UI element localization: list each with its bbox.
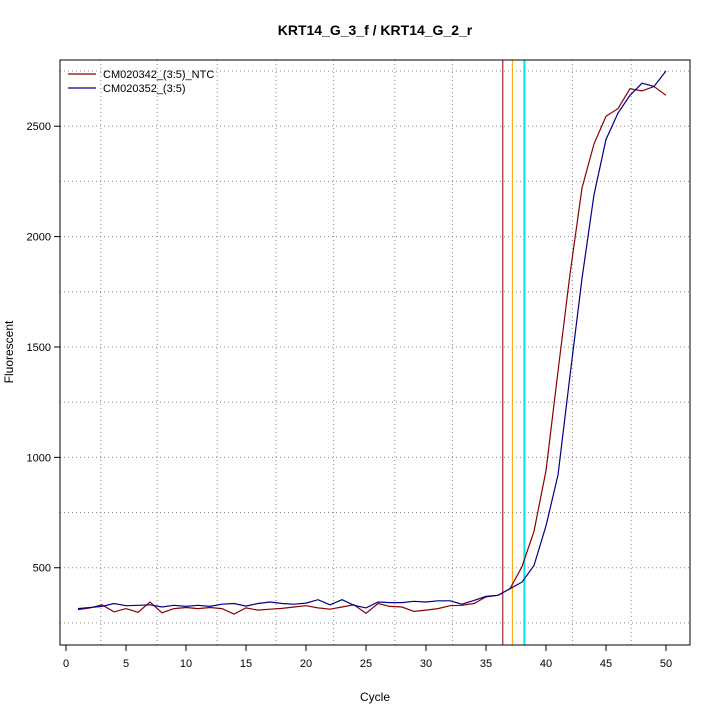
- x-tick-label: 45: [600, 658, 612, 670]
- plot-frame: [59, 59, 691, 646]
- y-axis-label: Fluorescent: [2, 320, 16, 383]
- x-tick-label: 25: [360, 658, 372, 670]
- grid: [60, 60, 690, 645]
- x-tick-label: 50: [660, 658, 672, 670]
- y-axis: 500 1000 1500 2000 2500: [27, 121, 60, 575]
- x-axis: 0 5 10 15 20 25 30 35 40 45 50: [63, 645, 672, 670]
- x-axis-label: Cycle: [360, 690, 390, 704]
- reference-lines: [502, 60, 526, 645]
- y-tick-label: 2000: [27, 232, 51, 244]
- y-tick-label: 2500: [27, 121, 51, 133]
- x-tick-label: 35: [480, 658, 492, 670]
- legend: CM020342_(3:5)_NTC CM020352_(3:5): [68, 69, 214, 95]
- series-lines: [77, 70, 667, 615]
- legend-label: CM020352_(3:5): [103, 83, 186, 95]
- x-tick-label: 40: [540, 658, 552, 670]
- series-line: [77, 70, 667, 610]
- x-tick-label: 0: [63, 658, 69, 670]
- y-tick-label: 1500: [27, 342, 51, 354]
- chart-title: KRT14_G_3_f / KRT14_G_2_r: [278, 22, 473, 38]
- series-line: [77, 85, 667, 615]
- x-tick-label: 15: [240, 658, 252, 670]
- x-tick-label: 10: [180, 658, 192, 670]
- x-tick-label: 5: [123, 658, 129, 670]
- y-tick-label: 1000: [27, 452, 51, 464]
- y-tick-label: 500: [33, 563, 51, 575]
- x-tick-label: 20: [300, 658, 312, 670]
- legend-label: CM020342_(3:5)_NTC: [103, 69, 214, 81]
- x-tick-label: 30: [420, 658, 432, 670]
